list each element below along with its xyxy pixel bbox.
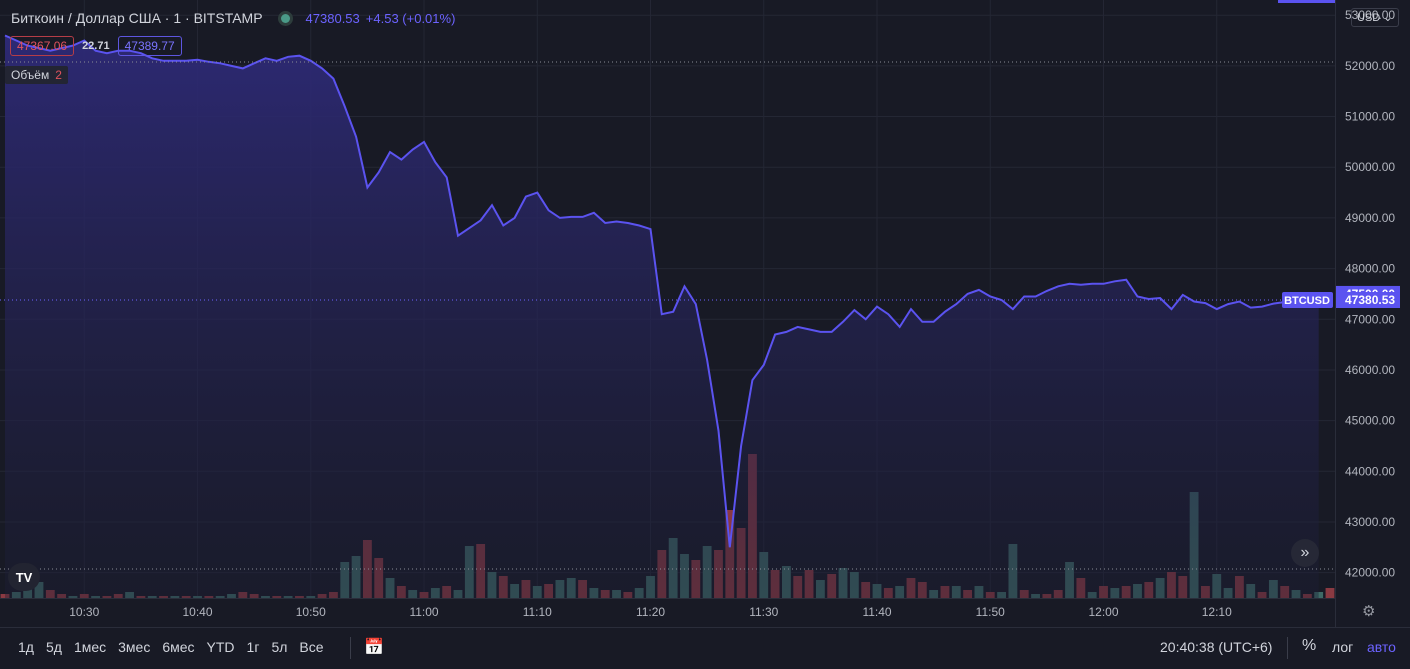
x-tick-label: 10:30: [69, 605, 99, 619]
symbol-title[interactable]: Биткоин / Доллар США · 1 · BITSTAMP: [11, 10, 263, 26]
chart-header: Биткоин / Доллар США · 1 · BITSTAMP 4738…: [11, 10, 455, 26]
log-scale-toggle[interactable]: лог: [1332, 639, 1354, 655]
range-button[interactable]: 5д: [45, 639, 62, 655]
x-tick-label: 11:50: [976, 605, 1005, 619]
price-change: +4.53 (+0.01%): [365, 10, 456, 26]
divider: [1287, 637, 1288, 659]
y-tick-label: 53000.00: [1345, 8, 1395, 22]
currency-selector[interactable]: USD ⌄: [1351, 8, 1399, 27]
range-button[interactable]: 1д: [18, 639, 34, 655]
chevron-down-icon: ⌄: [1383, 12, 1393, 24]
last-price-label: 47380.53: [1345, 293, 1395, 307]
x-tick-label: 10:50: [296, 605, 326, 619]
bottom-toolbar: 1д 5д 1мес 3мес 6мес YTD 1г 5л Все 📅 20:40:38 (U…: [0, 627, 1410, 669]
last-price: 47380.53: [305, 10, 360, 26]
ticker-label-bg: [1282, 292, 1333, 309]
ticker-label: BTCUSD: [1284, 295, 1330, 307]
x-tick-label: 11:10: [523, 605, 552, 619]
calendar-range-icon[interactable]: 📅: [364, 639, 384, 656]
x-tick-label: 10:40: [183, 605, 213, 619]
volume-bar: [1325, 588, 1335, 598]
range-scroll-thumb[interactable]: [1278, 0, 1335, 3]
range-button[interactable]: 5л: [271, 639, 288, 655]
volume-legend-value: 2: [55, 68, 62, 82]
y-tick-label: 44000.00: [1345, 464, 1395, 478]
date-range-buttons: 1д 5д 1мес 3мес 6мес YTD 1г 5л Все: [18, 639, 324, 655]
chevron-double-right-icon: »: [1300, 544, 1310, 561]
y-tick-label: 45000.00: [1345, 414, 1395, 428]
range-button[interactable]: 1г: [246, 639, 260, 655]
volume-legend-label: Объём: [11, 68, 50, 82]
range-button[interactable]: 1мес: [73, 639, 107, 655]
currency-label: USD: [1357, 12, 1381, 24]
percent-scale-toggle[interactable]: %: [1302, 637, 1317, 654]
divider: [350, 637, 351, 659]
x-tick-label: 11:00: [409, 605, 438, 619]
logo-text: TV: [15, 569, 33, 585]
spread-value: 22.71: [82, 40, 110, 52]
clock-display[interactable]: 20:40:38 (UTC+6): [1160, 639, 1273, 655]
y-tick-label: 46000.00: [1345, 363, 1395, 377]
range-button[interactable]: 3мес: [118, 639, 151, 655]
x-tick-label: 11:40: [862, 605, 891, 619]
y-tick-label: 49000.00: [1345, 211, 1395, 225]
y-tick-label: 47000.00: [1345, 312, 1395, 326]
gear-icon[interactable]: ⚙: [1362, 603, 1376, 620]
price-area-fill: [5, 35, 1319, 598]
quote-badges: 47367.06 22.71 47389.77: [10, 36, 182, 56]
range-button[interactable]: Все: [299, 639, 324, 655]
bid-price-badge[interactable]: 47367.06: [10, 36, 75, 56]
y-tick-label: 51000.00: [1345, 110, 1395, 124]
scroll-to-realtime-button[interactable]: »: [1291, 539, 1319, 567]
tradingview-logo-icon[interactable]: TV: [8, 563, 40, 591]
x-tick-label: 11:30: [749, 605, 778, 619]
price-series-line[interactable]: [4, 34, 1319, 548]
y-tick-label: 43000.00: [1345, 515, 1395, 529]
y-tick-label: 52000.00: [1345, 59, 1395, 73]
x-tick-label: 12:00: [1088, 605, 1118, 619]
market-status-dot: [280, 13, 290, 23]
last-price-label-bg: [1336, 292, 1400, 309]
x-tick-label: 11:20: [636, 605, 665, 619]
volume-legend[interactable]: Объём 2: [5, 66, 68, 84]
range-button[interactable]: YTD: [206, 639, 235, 655]
range-button[interactable]: 6мес: [162, 639, 195, 655]
y-tick-label: 42000.00: [1345, 566, 1395, 580]
y-tick-label: 48000.00: [1345, 262, 1395, 276]
auto-scale-toggle[interactable]: авто: [1367, 639, 1396, 655]
x-tick-label: 12:10: [1202, 605, 1232, 619]
price-chart[interactable]: 42000.00 43000.00 44000.00 45000.00 46000.00…: [0, 0, 1410, 627]
ask-price-badge[interactable]: 47389.77: [117, 36, 182, 56]
y-tick-label: 50000.00: [1345, 160, 1395, 174]
